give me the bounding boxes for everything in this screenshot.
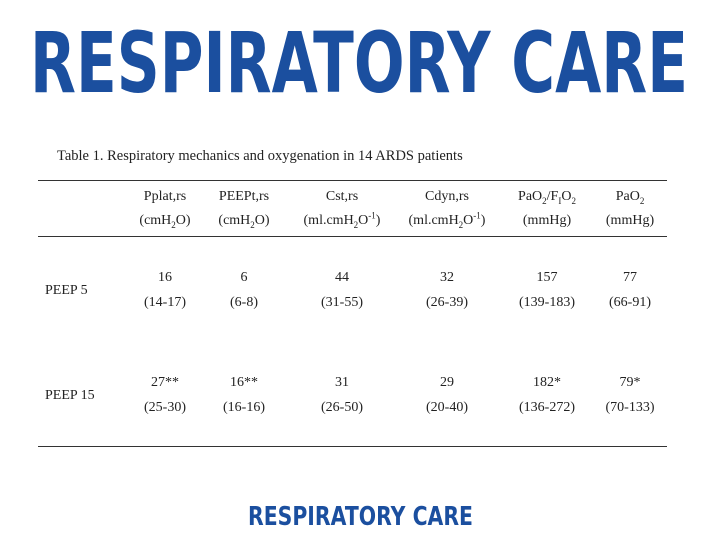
column-header: PaO2 [616, 189, 645, 205]
column-header: Cdyn,rs [425, 189, 469, 205]
text-run: (ml.cmH [408, 213, 459, 228]
cell-value: 32 [440, 270, 454, 285]
text-run: (cmH [139, 213, 172, 228]
superscript: -1 [473, 210, 481, 221]
cell-value: 29 [440, 375, 454, 390]
text-run: PaO [615, 189, 640, 204]
text-run: O [463, 213, 474, 228]
column-unit: (mmHg) [606, 213, 654, 229]
text-run: ) [480, 213, 486, 228]
subscript: 2 [171, 219, 176, 230]
cell-range: (25-30) [144, 400, 186, 415]
row-label: PEEP 5 [45, 283, 88, 298]
cell-value: 6 [240, 270, 248, 285]
cell-value: 79* [619, 375, 641, 390]
cell-range: (26-39) [426, 295, 468, 310]
table-rule [38, 180, 667, 181]
text-run: ) [375, 213, 381, 228]
table-rule [38, 446, 667, 447]
cell-range: (16-16) [223, 400, 265, 415]
text-run: Pplat,rs [143, 189, 187, 204]
cell-range: (70-133) [605, 400, 655, 415]
text-run: O) [175, 213, 191, 228]
cell-range: (136-272) [519, 400, 575, 415]
column-header: Pplat,rs [144, 189, 186, 205]
subscript: 2 [353, 219, 359, 230]
column-unit: (ml.cmH2O-1) [408, 210, 486, 230]
subscript: 2 [571, 195, 576, 206]
table-rule [38, 236, 667, 237]
cell-value: 77 [623, 270, 637, 285]
cell-range: (66-91) [609, 295, 651, 310]
column-unit: (cmH2O) [139, 213, 190, 229]
subscript: I [558, 195, 562, 206]
column-header: PaO2/FIO2 [518, 189, 576, 205]
cell-range: (139-183) [519, 295, 575, 310]
column-unit: (mmHg) [523, 213, 571, 229]
column-unit: (cmH2O) [218, 213, 269, 229]
row-label: PEEP 15 [45, 388, 95, 403]
text-run: O [358, 213, 369, 228]
text-run: Cst,rs [325, 189, 359, 204]
header-logo: RESPIRATORY CARE [30, 14, 688, 112]
column-unit: (ml.cmH2O-1) [303, 210, 381, 230]
text-run: O) [254, 213, 270, 228]
cell-value: 16** [230, 375, 258, 390]
text-run: (mmHg) [605, 213, 655, 228]
footer-logo: RESPIRATORY CARE [248, 502, 473, 532]
column-header: Cst,rs [326, 189, 358, 205]
cell-range: (31-55) [321, 295, 363, 310]
cell-value: 44 [335, 270, 349, 285]
subscript: 2 [250, 219, 255, 230]
cell-value: 182* [533, 375, 561, 390]
text-run: PEEPt,rs [218, 189, 270, 204]
text-run: (cmH [218, 213, 251, 228]
cell-value: 31 [335, 375, 349, 390]
cell-value: 27** [151, 375, 179, 390]
cell-range: (14-17) [144, 295, 186, 310]
superscript: -1 [368, 210, 376, 221]
text-run: PaO [518, 189, 543, 204]
cell-value: 157 [536, 270, 558, 285]
text-run: /F [546, 189, 559, 204]
subscript: 2 [639, 195, 645, 206]
subscript: 2 [458, 219, 464, 230]
cell-range: (6-8) [230, 295, 258, 310]
text-run: Cdyn,rs [425, 189, 469, 204]
column-header: PEEPt,rs [219, 189, 269, 205]
cell-value: 16 [158, 270, 172, 285]
text-run: (mmHg) [522, 213, 572, 228]
cell-range: (20-40) [426, 400, 468, 415]
table-caption: Table 1. Respiratory mechanics and oxyge… [57, 148, 463, 164]
subscript: 2 [542, 195, 547, 206]
text-run: O [561, 189, 572, 204]
cell-range: (26-50) [321, 400, 363, 415]
text-run: (ml.cmH [303, 213, 354, 228]
